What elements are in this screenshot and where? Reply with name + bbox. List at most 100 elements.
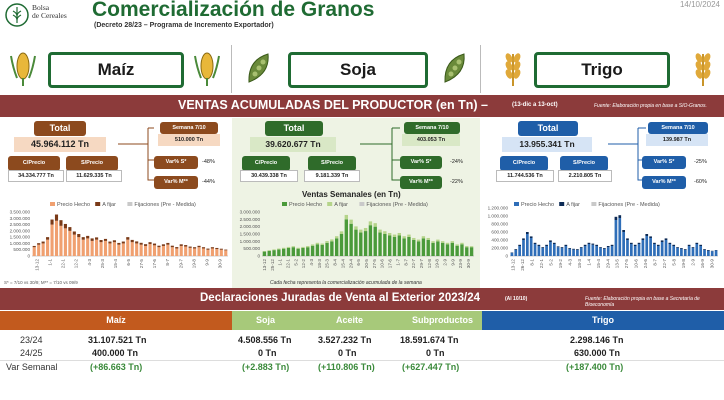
bar-a-fijar: [306, 246, 310, 248]
x-tick-label: 27-5: [372, 259, 377, 269]
section-title: Declaraciones Juradas de Venta al Exteri…: [200, 292, 480, 304]
var-mensual-value: -60%: [694, 179, 707, 185]
bar-a-fijar: [130, 239, 134, 243]
bar-precio-hecho: [591, 244, 595, 256]
bar-a-fijar: [436, 239, 440, 242]
bar-precio-hecho: [606, 247, 610, 256]
bar-a-fijar: [112, 240, 116, 243]
bar-precio-hecho: [618, 218, 622, 256]
bar-a-fijar: [349, 219, 353, 224]
bar-precio-hecho: [552, 244, 556, 256]
section-source: Fuente: Elaboración propia en base a SIO…: [594, 103, 707, 109]
x-tick-label: 1-7: [395, 259, 400, 266]
bar-a-fijar: [426, 237, 430, 240]
var-mensual-value: -44%: [202, 179, 215, 185]
bar-a-fijar: [179, 244, 183, 246]
x-tick-label: 19-2: [558, 259, 563, 269]
x-tick-label: 29-4: [348, 259, 353, 269]
bar-a-fijar: [460, 242, 464, 245]
legend-swatch: [559, 202, 565, 206]
x-tick-label: 8-7: [165, 259, 170, 266]
cell-sub-2324: 18.591.674 Tn: [400, 335, 459, 345]
x-tick-label: 15-4: [113, 259, 118, 269]
bar-a-fijar: [695, 242, 699, 244]
bar-precio-hecho: [691, 248, 695, 256]
section-ventas-acumuladas: VENTAS ACUMULADAS DEL PRODUCTOR (en Tn) …: [0, 95, 724, 117]
bar-a-fijar: [633, 244, 637, 246]
crop-label-maiz: Maíz: [48, 52, 184, 88]
bar-precio-hecho: [296, 248, 300, 256]
bar-a-fijar: [672, 244, 676, 246]
x-tick-label: 25-3: [100, 259, 105, 269]
bar-precio-hecho: [139, 244, 143, 256]
bar-precio-hecho: [334, 238, 339, 256]
bar-a-fijar: [368, 221, 373, 226]
sprecio-value: 9.181.339 Tn: [304, 170, 360, 182]
legend-swatch: [50, 202, 55, 206]
bar-a-fijar: [281, 247, 286, 249]
bar-precio-hecho: [537, 246, 541, 256]
y-tick-label: 1.000.000: [240, 239, 261, 244]
divider: [480, 45, 481, 93]
x-tick-label: 27-5: [139, 259, 144, 269]
bar-a-fijar: [41, 241, 45, 244]
bar-precio-hecho: [392, 236, 397, 256]
bar-a-fijar: [291, 246, 296, 248]
semana-label: Semana 7/10: [160, 122, 218, 134]
bar-a-fijar: [564, 244, 568, 246]
bar-precio-hecho: [603, 248, 606, 256]
bar-a-fijar: [310, 244, 315, 246]
crop-label-soja: Soja: [288, 52, 428, 88]
y-tick-label: 0: [505, 254, 508, 259]
chart-maiz: Precio Hecho A fijar Fijaciones (Pre - Med…: [10, 202, 228, 271]
bar-precio-hecho: [680, 248, 683, 256]
y-tick-label: 2.500.000: [10, 222, 31, 227]
bar-precio-hecho: [660, 242, 664, 256]
bar-a-fijar: [595, 244, 599, 246]
bar-a-fijar: [514, 249, 518, 250]
bar-a-fijar: [560, 247, 564, 248]
x-tick-label: 8-7: [403, 259, 408, 266]
chart-title: Ventas Semanales (en Tn): [302, 190, 401, 199]
cell-sub-var: (+627.447 Tn): [402, 362, 460, 372]
bar-precio-hecho: [197, 247, 201, 256]
bar-a-fijar: [272, 249, 276, 251]
connector-lines: [608, 127, 646, 181]
var-semanal-value: -48%: [202, 159, 215, 165]
bar-a-fijar: [339, 231, 344, 234]
bar-a-fijar: [301, 246, 305, 248]
y-tick-label: 3.000.000: [240, 210, 261, 215]
bar-a-fijar: [152, 243, 157, 246]
bar-precio-hecho: [426, 239, 430, 256]
bar-precio-hecho: [649, 238, 652, 256]
semana-label: Semana 7/10: [648, 122, 708, 134]
cell-aceite-2425: 0 Tn: [338, 348, 357, 358]
bar-precio-hecho: [37, 244, 41, 256]
bar-a-fijar: [262, 251, 267, 252]
bar-a-fijar: [188, 246, 192, 248]
bar-a-fijar: [525, 232, 529, 234]
bar-a-fijar: [392, 234, 397, 237]
chart-soja: Precio Hecho A fijar Fijaciones (Pre - Med…: [240, 202, 474, 271]
bar-a-fijar: [533, 242, 537, 244]
bar-a-fijar: [219, 248, 223, 250]
bar-precio-hecho: [714, 250, 718, 256]
bar-precio-hecho: [710, 251, 714, 256]
bar-precio-hecho: [440, 242, 445, 256]
bar-precio-hecho: [215, 249, 219, 256]
bar-a-fijar: [469, 246, 474, 248]
y-tick-label: 3.000.000: [10, 216, 31, 221]
bar-a-fijar: [522, 238, 525, 240]
report-date: 14/10/2024: [679, 0, 720, 9]
cell-maiz-2324: 31.107.521 Tn: [88, 335, 147, 345]
x-tick-label: 24-6: [643, 259, 648, 269]
var-mensual-label: Var% M**: [154, 176, 198, 189]
bar-precio-hecho: [219, 249, 223, 256]
bar-a-fijar: [103, 238, 108, 241]
bar-a-fijar: [267, 250, 271, 251]
bar-precio-hecho: [637, 244, 641, 256]
page-subtitle: (Decreto 28/23 – Programa de Incremento …: [94, 22, 274, 29]
cell-sub-2425: 0 Tn: [426, 348, 445, 358]
legend-swatch: [95, 202, 101, 206]
bar-a-fijar: [610, 244, 614, 246]
